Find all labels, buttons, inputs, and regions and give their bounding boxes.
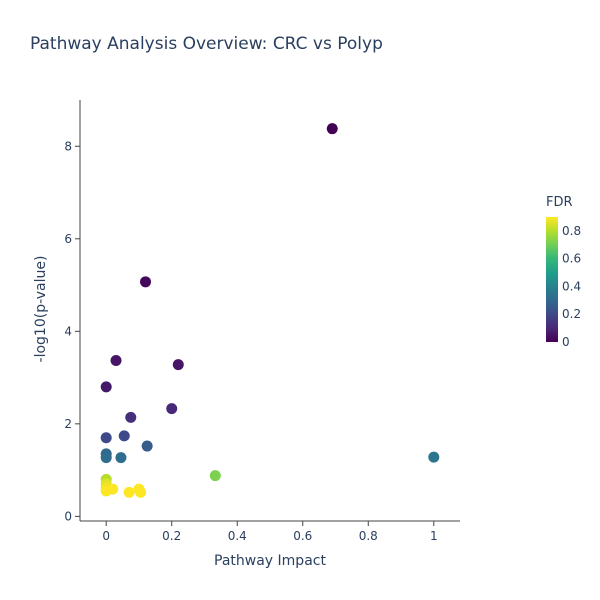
colorbar-tick-label: 0.6 (562, 252, 581, 266)
data-point (209, 470, 221, 482)
x-tick-label: 0.4 (228, 529, 247, 543)
data-point (166, 403, 178, 415)
colorbar-tick-label: 0.4 (562, 279, 581, 293)
x-tick-label: 0.8 (359, 529, 378, 543)
data-point (135, 486, 147, 498)
data-point (110, 354, 122, 366)
y-axis-title: -log10(p-value) (33, 255, 49, 363)
data-point (123, 486, 135, 498)
data-point (125, 411, 137, 423)
data-point (326, 123, 338, 135)
colorbar-tick-label: 0.2 (562, 307, 581, 321)
x-axis-title: Pathway Impact (214, 553, 326, 569)
data-point (100, 432, 112, 444)
y-tick-label: 8 (64, 139, 72, 153)
data-point (118, 430, 130, 442)
colorbar-tick-label: 0 (562, 335, 570, 349)
data-point (428, 451, 440, 463)
data-point (100, 452, 112, 464)
data-point (115, 452, 127, 464)
colorbar: 0 0.2 0.4 0.6 0.8 (546, 217, 581, 349)
colorbar-title: FDR (546, 195, 573, 210)
x-tick-label: 0.6 (293, 529, 312, 543)
data-point (100, 485, 112, 497)
data-point (141, 440, 153, 452)
data-point (140, 276, 152, 288)
colorbar-gradient (546, 217, 558, 342)
data-point (172, 359, 184, 371)
x-tick-label: 0 (102, 529, 110, 543)
y-tick-label: 2 (64, 417, 72, 431)
data-point (100, 381, 112, 393)
colorbar-tick-label: 0.8 (562, 224, 581, 238)
data-points (100, 123, 440, 498)
y-tick-label: 4 (64, 324, 72, 338)
y-tick-label: 6 (64, 232, 72, 246)
x-tick-label: 1 (430, 529, 438, 543)
axes: 0 0.2 0.4 0.6 0.8 1 0 2 4 6 8 (64, 100, 460, 543)
chart-title: Pathway Analysis Overview: CRC vs Polyp (30, 34, 383, 54)
y-tick-label: 0 (64, 509, 72, 523)
x-tick-label: 0.2 (162, 529, 181, 543)
